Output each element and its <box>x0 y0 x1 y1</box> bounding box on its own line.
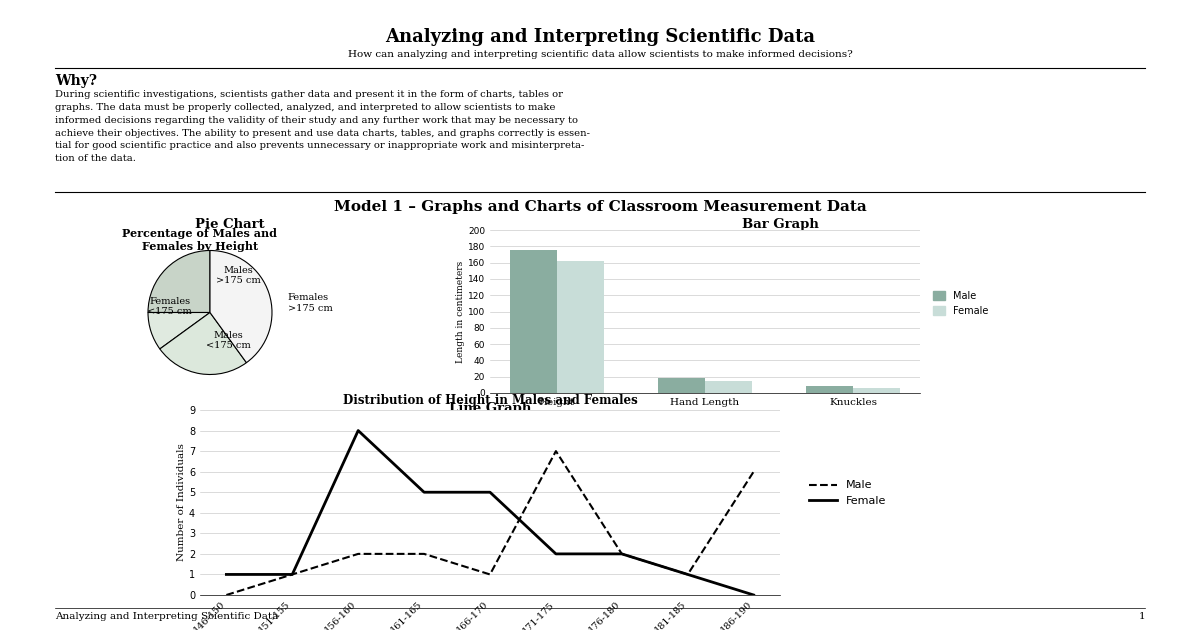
Female <box>680 571 695 578</box>
Text: Line Graph: Line Graph <box>449 402 532 415</box>
Male <box>416 550 431 558</box>
Male <box>350 550 365 558</box>
Female <box>220 571 234 578</box>
Bar <box>658 377 704 393</box>
Male <box>746 468 761 476</box>
Female <box>614 550 629 558</box>
Line: Male: Male <box>227 451 754 595</box>
Male <box>548 447 563 455</box>
Wedge shape <box>148 251 210 312</box>
Male <box>482 571 497 578</box>
Text: During scientific investigations, scientists gather data and present it in the f: During scientific investigations, scient… <box>55 90 590 163</box>
Female <box>548 550 563 558</box>
Female <box>482 488 497 496</box>
Female <box>416 488 431 496</box>
Female <box>350 427 365 434</box>
Male <box>286 571 300 578</box>
Text: Males
<175 cm: Males <175 cm <box>206 331 251 350</box>
Male <box>220 591 234 598</box>
Text: Model 1 – Graphs and Charts of Classroom Measurement Data: Model 1 – Graphs and Charts of Classroom… <box>334 200 866 214</box>
Wedge shape <box>210 251 272 363</box>
Legend: Male, Female: Male, Female <box>934 291 989 316</box>
Text: Pie Chart: Pie Chart <box>196 218 265 231</box>
Text: Females
>175 cm: Females >175 cm <box>288 294 332 313</box>
Line: Female: Female <box>227 430 754 595</box>
Text: Analyzing and Interpreting Scientific Data: Analyzing and Interpreting Scientific Da… <box>385 28 815 46</box>
Text: Comparing Male and Female Average Values: Comparing Male and Female Average Values <box>581 230 859 241</box>
Bar <box>805 386 853 393</box>
Title: Distribution of Height in Males and Females: Distribution of Height in Males and Fema… <box>343 394 637 408</box>
Legend: Male, Female: Male, Female <box>809 481 886 506</box>
Bar <box>510 250 557 393</box>
Text: How can analyzing and interpreting scientific data allow scientists to make info: How can analyzing and interpreting scien… <box>348 50 852 59</box>
Y-axis label: Length in centimeters: Length in centimeters <box>456 260 466 363</box>
Bar <box>704 381 752 393</box>
Female <box>746 591 761 598</box>
Y-axis label: Number of Individuals: Number of Individuals <box>178 444 186 561</box>
Text: 1: 1 <box>1139 612 1145 621</box>
Wedge shape <box>160 312 246 374</box>
Text: Females
<175 cm: Females <175 cm <box>148 297 192 316</box>
Text: Analyzing and Interpreting Scientific Data: Analyzing and Interpreting Scientific Da… <box>55 612 278 621</box>
Male <box>680 571 695 578</box>
Text: Bar Graph: Bar Graph <box>742 218 818 231</box>
Wedge shape <box>148 312 210 349</box>
Bar <box>853 388 900 393</box>
Text: Percentage of Males and
Females by Height: Percentage of Males and Females by Heigh… <box>122 228 277 252</box>
Text: Males
>175 cm: Males >175 cm <box>216 266 260 285</box>
Female <box>286 571 300 578</box>
Bar <box>557 261 605 393</box>
Text: Why?: Why? <box>55 74 97 88</box>
Male <box>614 550 629 558</box>
